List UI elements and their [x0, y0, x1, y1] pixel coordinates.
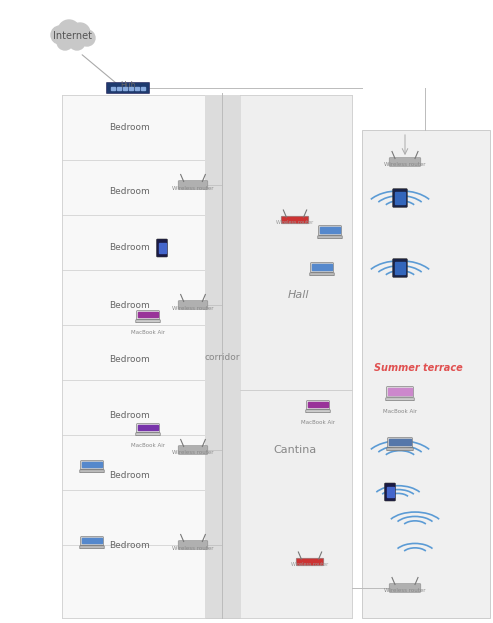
Bar: [62, 490, 205, 545]
Text: Cantina: Cantina: [274, 445, 317, 455]
FancyBboxPatch shape: [178, 541, 208, 549]
Text: Bedroom: Bedroom: [109, 356, 150, 364]
Bar: [308, 402, 328, 407]
Text: Wireless router: Wireless router: [172, 546, 214, 551]
FancyBboxPatch shape: [281, 216, 309, 224]
FancyBboxPatch shape: [81, 460, 104, 470]
Bar: [62, 380, 205, 435]
Text: Wireless router: Wireless router: [291, 562, 329, 567]
FancyBboxPatch shape: [156, 239, 168, 257]
Bar: [123, 87, 127, 90]
Text: MacBook Air: MacBook Air: [383, 409, 417, 414]
FancyBboxPatch shape: [311, 263, 333, 272]
Bar: [240, 95, 352, 390]
FancyBboxPatch shape: [318, 235, 342, 239]
Circle shape: [79, 30, 95, 46]
FancyBboxPatch shape: [318, 226, 341, 235]
Text: Bedroom: Bedroom: [109, 300, 150, 310]
Text: Wireless router: Wireless router: [277, 220, 314, 225]
Bar: [62, 95, 352, 618]
Bar: [312, 264, 332, 270]
Bar: [205, 95, 240, 618]
Text: Wireless router: Wireless router: [384, 589, 426, 594]
Bar: [320, 227, 340, 233]
Text: Bedroom: Bedroom: [109, 188, 150, 196]
Text: Wireless router: Wireless router: [172, 186, 214, 191]
FancyBboxPatch shape: [306, 410, 330, 412]
FancyBboxPatch shape: [387, 438, 412, 447]
Bar: [62, 435, 205, 490]
Text: Wireless router: Wireless router: [172, 450, 214, 455]
Bar: [387, 487, 393, 497]
Bar: [141, 87, 144, 90]
FancyBboxPatch shape: [178, 301, 208, 309]
FancyBboxPatch shape: [136, 433, 160, 435]
Bar: [240, 390, 352, 618]
Bar: [389, 439, 411, 445]
Text: Hall: Hall: [287, 290, 309, 300]
Circle shape: [69, 34, 85, 50]
Text: Bedroom: Bedroom: [109, 541, 150, 549]
FancyBboxPatch shape: [178, 181, 208, 189]
Bar: [159, 242, 166, 252]
Bar: [388, 388, 412, 395]
FancyBboxPatch shape: [393, 189, 407, 207]
FancyBboxPatch shape: [393, 259, 407, 277]
Bar: [129, 87, 133, 90]
FancyBboxPatch shape: [296, 558, 324, 566]
FancyBboxPatch shape: [80, 546, 104, 549]
Bar: [395, 191, 405, 204]
Bar: [62, 270, 205, 325]
Bar: [62, 545, 205, 618]
Bar: [135, 87, 139, 90]
FancyBboxPatch shape: [136, 320, 160, 323]
FancyBboxPatch shape: [389, 158, 421, 166]
Text: Internet: Internet: [54, 31, 93, 41]
Text: MacBook Air: MacBook Air: [131, 330, 165, 335]
Text: Bedroom: Bedroom: [109, 244, 150, 252]
FancyBboxPatch shape: [307, 401, 329, 410]
Bar: [395, 262, 405, 273]
Text: Hub: Hub: [120, 81, 136, 90]
Text: MacBook Air: MacBook Air: [131, 443, 165, 448]
FancyBboxPatch shape: [387, 387, 413, 397]
FancyBboxPatch shape: [80, 470, 104, 473]
Circle shape: [58, 20, 80, 42]
Circle shape: [51, 26, 69, 44]
Bar: [62, 325, 205, 380]
Text: Summer terrace: Summer terrace: [374, 363, 462, 373]
Bar: [111, 87, 114, 90]
Bar: [82, 538, 102, 543]
Bar: [62, 95, 205, 160]
Circle shape: [70, 23, 90, 43]
Text: Wireless router: Wireless router: [172, 305, 214, 310]
FancyBboxPatch shape: [386, 398, 414, 401]
Text: corridor: corridor: [204, 353, 240, 363]
FancyBboxPatch shape: [178, 445, 208, 454]
FancyBboxPatch shape: [106, 82, 149, 93]
FancyBboxPatch shape: [387, 448, 413, 450]
FancyBboxPatch shape: [137, 311, 159, 320]
FancyBboxPatch shape: [389, 584, 421, 592]
Bar: [362, 130, 490, 618]
Circle shape: [57, 34, 73, 50]
FancyBboxPatch shape: [81, 536, 104, 546]
Text: Bedroom: Bedroom: [109, 470, 150, 480]
Bar: [138, 312, 158, 318]
Text: Wireless router: Wireless router: [384, 163, 426, 168]
FancyBboxPatch shape: [385, 483, 395, 501]
Text: MacBook Air: MacBook Air: [301, 420, 335, 425]
Bar: [82, 462, 102, 467]
Bar: [138, 425, 158, 430]
Bar: [62, 215, 205, 270]
Bar: [117, 87, 120, 90]
FancyBboxPatch shape: [310, 273, 334, 276]
Text: Bedroom: Bedroom: [109, 123, 150, 133]
Bar: [62, 160, 205, 215]
FancyBboxPatch shape: [137, 424, 159, 433]
Text: Bedroom: Bedroom: [109, 411, 150, 419]
